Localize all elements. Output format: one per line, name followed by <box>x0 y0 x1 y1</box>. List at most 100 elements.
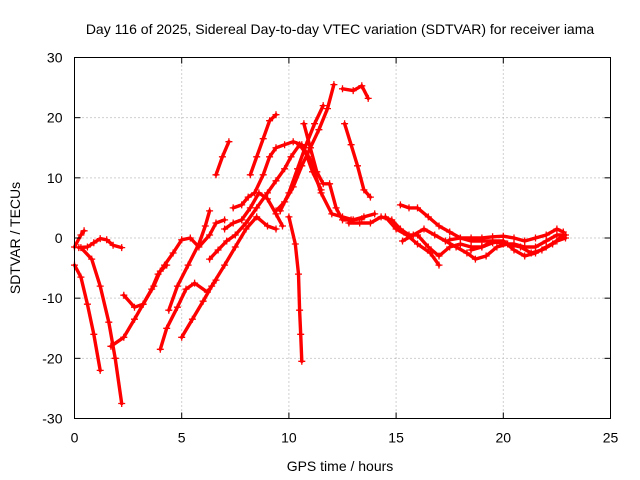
data-point <box>360 186 368 194</box>
data-point <box>259 135 267 143</box>
data-point <box>311 120 319 128</box>
data-point <box>463 249 471 257</box>
data-point <box>328 210 336 218</box>
x-tick-label: 10 <box>281 430 297 446</box>
data-point <box>279 222 286 230</box>
data-point <box>77 273 85 281</box>
data-point <box>225 138 233 146</box>
data-point <box>163 261 171 269</box>
data-point <box>313 168 321 176</box>
data-point <box>297 330 305 338</box>
y-axis-label: SDTVAR / TECUs <box>7 182 23 294</box>
data-point <box>264 222 271 230</box>
data-point <box>120 333 128 341</box>
data-point <box>77 244 85 252</box>
data-point <box>435 252 443 260</box>
y-tick-label: -30 <box>42 411 62 427</box>
data-point <box>214 246 222 254</box>
data-point <box>221 225 229 233</box>
data-point <box>212 171 220 179</box>
y-tick-label: 30 <box>47 50 63 66</box>
data-point <box>287 153 295 161</box>
data-point <box>229 219 237 227</box>
series-arc-26 <box>467 234 569 260</box>
data-point <box>521 252 529 260</box>
data-point <box>471 255 479 263</box>
data-point <box>315 126 323 134</box>
data-point <box>294 165 301 173</box>
data-point <box>446 228 454 236</box>
data-point <box>272 177 280 185</box>
data-point <box>426 249 434 257</box>
data-point <box>238 201 246 209</box>
data-point <box>131 315 138 323</box>
data-point <box>244 193 252 201</box>
series-line <box>109 218 227 348</box>
series-arc-20 <box>341 120 374 201</box>
data-point <box>366 193 374 201</box>
data-point <box>371 210 379 218</box>
tick-marks <box>74 57 611 419</box>
data-point <box>281 141 289 149</box>
data-point <box>409 231 417 239</box>
data-point <box>206 231 214 239</box>
data-point <box>96 235 104 243</box>
data-point <box>253 204 261 212</box>
data-point <box>246 204 254 212</box>
chart-title: Day 116 of 2025, Sidereal Day-to-day VTE… <box>86 21 595 37</box>
data-point <box>542 237 550 245</box>
data-point <box>212 219 220 227</box>
data-point <box>319 102 327 110</box>
data-point <box>319 180 327 188</box>
series-line <box>72 263 102 373</box>
data-point <box>424 213 432 221</box>
data-point <box>120 291 128 299</box>
data-point <box>182 285 190 293</box>
data-point <box>289 138 297 146</box>
data-point <box>186 234 194 242</box>
data-point <box>345 219 353 227</box>
series-line <box>278 103 325 213</box>
data-point <box>266 153 274 161</box>
data-point <box>356 219 364 227</box>
data-point <box>169 249 177 257</box>
data-point <box>349 87 357 95</box>
series-arc-13 <box>229 138 379 224</box>
data-point <box>150 282 158 290</box>
data-point <box>420 225 428 233</box>
data-point <box>431 231 439 239</box>
data-point <box>291 240 299 248</box>
data-point <box>218 153 226 161</box>
series-line <box>248 113 278 177</box>
y-tick-label: -20 <box>42 350 62 366</box>
series-line <box>383 215 441 267</box>
series-line <box>180 215 278 339</box>
series-arc-08 <box>165 207 214 314</box>
data-point <box>467 246 475 254</box>
data-point <box>264 195 271 203</box>
series-line <box>287 215 304 363</box>
data-point <box>553 225 561 233</box>
data-point <box>184 261 192 269</box>
data-point <box>251 189 259 197</box>
data-point <box>272 111 280 119</box>
data-point <box>105 318 113 326</box>
data-point <box>381 213 389 221</box>
x-tick-label: 5 <box>178 430 186 446</box>
data-point <box>298 357 306 365</box>
data-point <box>242 225 250 233</box>
data-point <box>246 171 254 179</box>
series-arc-05 <box>107 216 229 350</box>
data-point <box>242 219 250 227</box>
data-point <box>330 81 338 89</box>
data-point <box>478 234 486 242</box>
data-point <box>396 201 404 209</box>
series-arc-16 <box>276 102 327 215</box>
data-point <box>109 241 117 249</box>
data-point <box>339 216 346 224</box>
data-point <box>131 303 138 311</box>
data-point <box>456 234 464 242</box>
data-point <box>229 204 237 212</box>
x-tick-label: 0 <box>71 430 79 446</box>
